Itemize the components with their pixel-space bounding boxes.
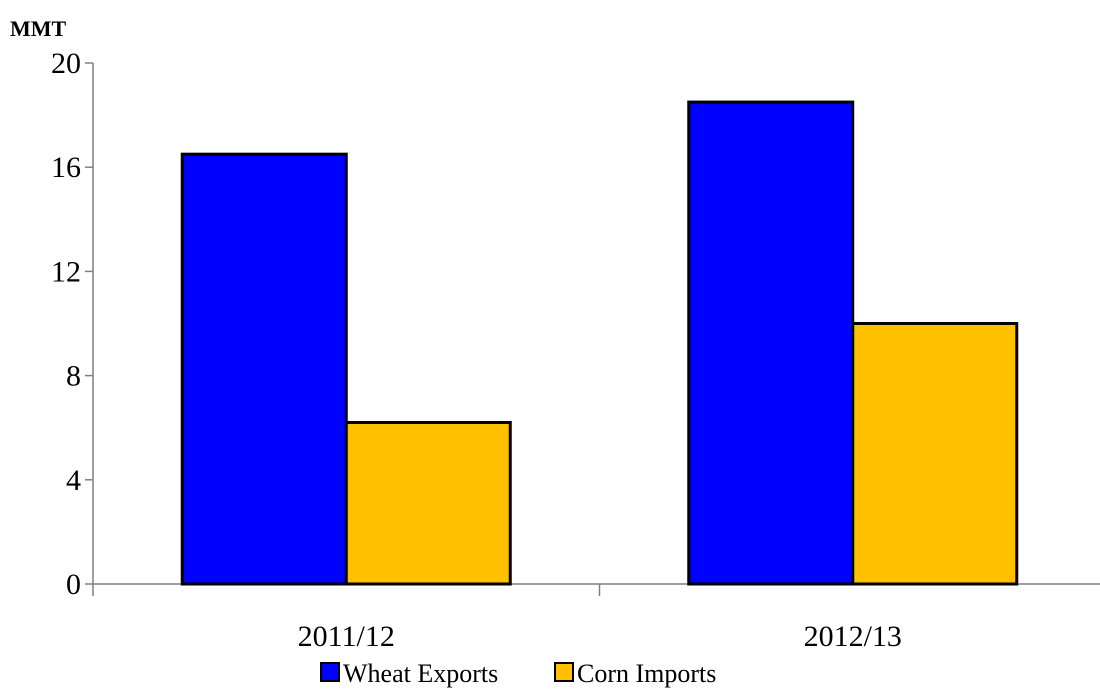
legend-label: Wheat Exports (343, 659, 498, 688)
y-tick-label: 20 (51, 47, 81, 80)
x-category-label: 2012/13 (804, 620, 902, 653)
x-axis: 2011/12 2012/13 (92, 583, 1100, 653)
bar-wheat-exports (180, 152, 348, 586)
bar-wheat-exports (687, 100, 855, 586)
x-ticks: 2011/12 2012/13 (92, 584, 902, 653)
x-category-label: 2011/12 (298, 620, 395, 653)
y-axis: 0 4 8 12 16 20 (51, 47, 94, 601)
y-tick-label: 4 (66, 464, 81, 497)
legend-swatch (554, 662, 574, 682)
y-tick-label: 12 (51, 255, 81, 288)
legend-label: Corn Imports (577, 659, 716, 688)
y-tick-label: 16 (51, 151, 81, 184)
y-tick-label: 8 (66, 360, 81, 393)
legend-swatch (320, 662, 340, 682)
bars (180, 100, 1019, 586)
y-ticks: 0 4 8 12 16 20 (51, 47, 93, 601)
bar-corn-imports (851, 322, 1019, 586)
bar-corn-imports (344, 420, 512, 586)
y-unit-label: MMT (10, 16, 67, 41)
y-tick-label: 0 (66, 568, 81, 601)
legend: Wheat Exports Corn Imports (320, 659, 716, 688)
